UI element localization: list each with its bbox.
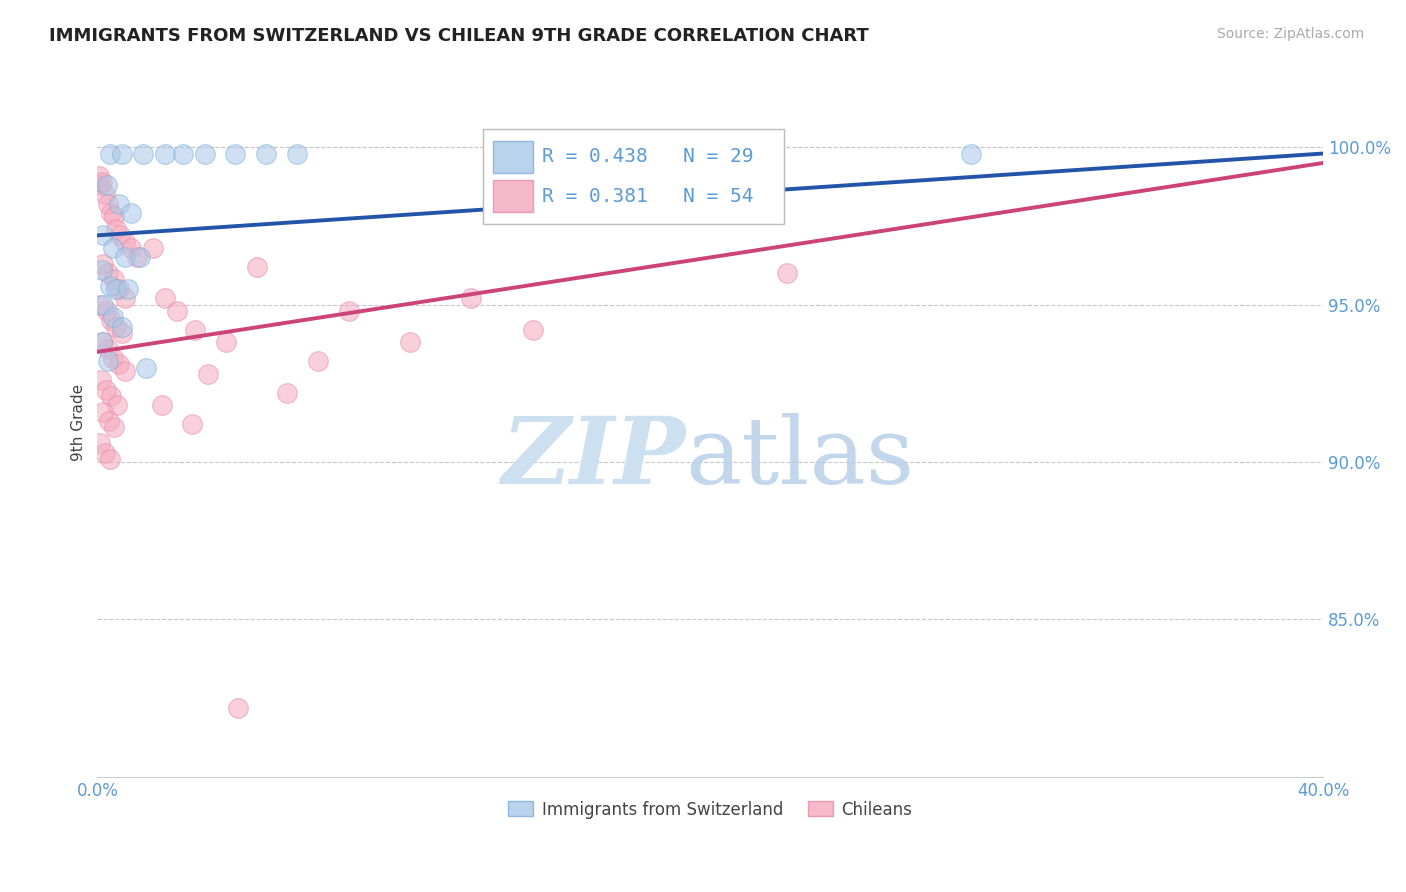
Legend: Immigrants from Switzerland, Chileans: Immigrants from Switzerland, Chileans bbox=[502, 794, 920, 825]
Point bbox=[224, 146, 246, 161]
Point bbox=[776, 266, 799, 280]
Point bbox=[254, 146, 277, 161]
Point bbox=[104, 282, 127, 296]
Point bbox=[103, 420, 125, 434]
Text: atlas: atlas bbox=[686, 413, 915, 503]
Text: R = 0.381   N = 54: R = 0.381 N = 54 bbox=[543, 187, 754, 206]
Point bbox=[111, 146, 134, 161]
Point bbox=[105, 398, 128, 412]
Point bbox=[114, 364, 136, 378]
Point bbox=[89, 178, 111, 192]
Point bbox=[276, 385, 298, 400]
FancyBboxPatch shape bbox=[494, 141, 533, 173]
Text: Source: ZipAtlas.com: Source: ZipAtlas.com bbox=[1216, 27, 1364, 41]
Point bbox=[307, 354, 329, 368]
Point bbox=[226, 700, 249, 714]
Point bbox=[132, 146, 155, 161]
Point bbox=[135, 360, 157, 375]
Point bbox=[460, 291, 482, 305]
Point bbox=[114, 251, 136, 265]
Point bbox=[91, 263, 114, 277]
Point bbox=[127, 251, 149, 265]
FancyBboxPatch shape bbox=[494, 180, 533, 212]
Point bbox=[120, 241, 142, 255]
Point bbox=[98, 146, 121, 161]
Point bbox=[114, 235, 136, 249]
Point bbox=[194, 146, 217, 161]
Point bbox=[117, 282, 139, 296]
Point bbox=[91, 175, 114, 189]
Point bbox=[93, 228, 115, 243]
Point bbox=[153, 146, 176, 161]
Point bbox=[959, 146, 981, 161]
Point bbox=[337, 304, 360, 318]
Point bbox=[107, 197, 129, 211]
Point bbox=[103, 272, 125, 286]
Point bbox=[129, 251, 152, 265]
Point bbox=[107, 358, 129, 372]
Point bbox=[94, 445, 117, 459]
Point bbox=[114, 291, 136, 305]
Point bbox=[89, 298, 111, 312]
Point bbox=[90, 373, 112, 387]
Text: R = 0.438   N = 29: R = 0.438 N = 29 bbox=[543, 147, 754, 166]
Y-axis label: 9th Grade: 9th Grade bbox=[72, 384, 86, 461]
Point bbox=[98, 414, 121, 428]
Point bbox=[215, 335, 238, 350]
Point bbox=[93, 257, 115, 271]
Point bbox=[166, 304, 188, 318]
Point bbox=[91, 405, 114, 419]
Point bbox=[181, 417, 204, 432]
Point bbox=[98, 278, 121, 293]
Text: ZIP: ZIP bbox=[502, 413, 686, 503]
Point bbox=[96, 304, 118, 318]
Point bbox=[111, 326, 134, 340]
Point bbox=[246, 260, 269, 274]
Point bbox=[98, 451, 121, 466]
Point bbox=[153, 291, 176, 305]
Point bbox=[111, 319, 134, 334]
Point bbox=[197, 367, 219, 381]
Point bbox=[97, 266, 120, 280]
Point bbox=[93, 335, 115, 350]
Point bbox=[184, 323, 207, 337]
Point bbox=[104, 222, 127, 236]
Point bbox=[101, 241, 124, 255]
Point bbox=[87, 169, 110, 183]
Point bbox=[103, 210, 125, 224]
Point bbox=[100, 313, 122, 327]
Point bbox=[97, 354, 120, 368]
Point bbox=[172, 146, 194, 161]
Point bbox=[399, 335, 422, 350]
Point bbox=[652, 146, 675, 161]
Point bbox=[150, 398, 173, 412]
Text: IMMIGRANTS FROM SWITZERLAND VS CHILEAN 9TH GRADE CORRELATION CHART: IMMIGRANTS FROM SWITZERLAND VS CHILEAN 9… bbox=[49, 27, 869, 45]
Point bbox=[94, 187, 117, 202]
Point bbox=[89, 436, 111, 450]
Point bbox=[100, 206, 122, 220]
Point bbox=[120, 206, 142, 220]
Point bbox=[285, 146, 308, 161]
Point bbox=[91, 335, 114, 350]
FancyBboxPatch shape bbox=[484, 128, 783, 225]
Point bbox=[97, 197, 120, 211]
Point bbox=[141, 241, 163, 255]
Point bbox=[101, 351, 124, 366]
Point bbox=[110, 228, 132, 243]
Point bbox=[96, 178, 118, 192]
Point bbox=[522, 323, 544, 337]
Point bbox=[101, 310, 124, 325]
Point bbox=[93, 298, 115, 312]
Point bbox=[94, 383, 117, 397]
Point bbox=[100, 389, 122, 403]
Point bbox=[97, 342, 120, 356]
Point bbox=[104, 319, 127, 334]
Point bbox=[107, 282, 129, 296]
